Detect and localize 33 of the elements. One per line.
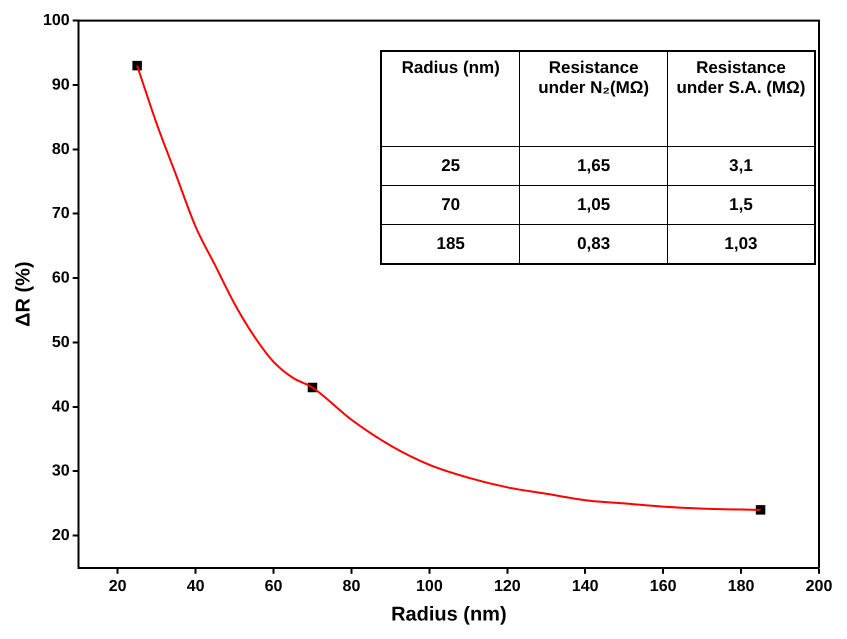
y-tick-label: 60 bbox=[52, 270, 70, 287]
annotation: Resistance under S.A. (MΩ) bbox=[667, 51, 815, 146]
annotation: 185 bbox=[381, 224, 520, 264]
x-tick-label: 140 bbox=[572, 578, 599, 595]
annotation: 3,1 bbox=[667, 146, 815, 186]
y-tick-label: 100 bbox=[42, 12, 70, 30]
x-tick-label: 20 bbox=[108, 578, 127, 595]
x-tick-label: 40 bbox=[186, 578, 205, 595]
x-tick-label: 80 bbox=[342, 578, 360, 595]
x-tick-label: 200 bbox=[806, 578, 832, 595]
annotation: 1,05 bbox=[520, 186, 668, 224]
x-axis-title: Radius (nm) bbox=[391, 604, 507, 626]
x-tick-label: 100 bbox=[416, 578, 443, 595]
annotation: 1,03 bbox=[667, 224, 815, 264]
annotation: 1,65 bbox=[520, 146, 668, 186]
x-tick-label: 120 bbox=[494, 578, 521, 595]
y-tick-label: 90 bbox=[52, 76, 70, 94]
y-axis-title: ΔR (%) bbox=[12, 261, 35, 327]
y-tick-label: 20 bbox=[52, 527, 70, 544]
annotation: 0,83 bbox=[520, 224, 668, 264]
annotation: 25 bbox=[381, 146, 520, 186]
y-tick-label: 70 bbox=[52, 205, 70, 222]
y-tick-label: 50 bbox=[52, 334, 70, 351]
annotation: Radius (nm) bbox=[381, 51, 520, 146]
annotation: Resistance under N₂(MΩ) bbox=[520, 51, 668, 146]
y-tick-label: 30 bbox=[52, 462, 70, 480]
x-tick-label: 160 bbox=[650, 578, 677, 595]
annotation: 70 bbox=[381, 186, 520, 224]
y-tick-label: 80 bbox=[52, 140, 70, 158]
x-tick-label: 60 bbox=[264, 578, 283, 595]
x-tick-label: 180 bbox=[728, 578, 755, 595]
annotation: 1,5 bbox=[667, 186, 815, 224]
y-tick-label: 40 bbox=[52, 398, 70, 416]
